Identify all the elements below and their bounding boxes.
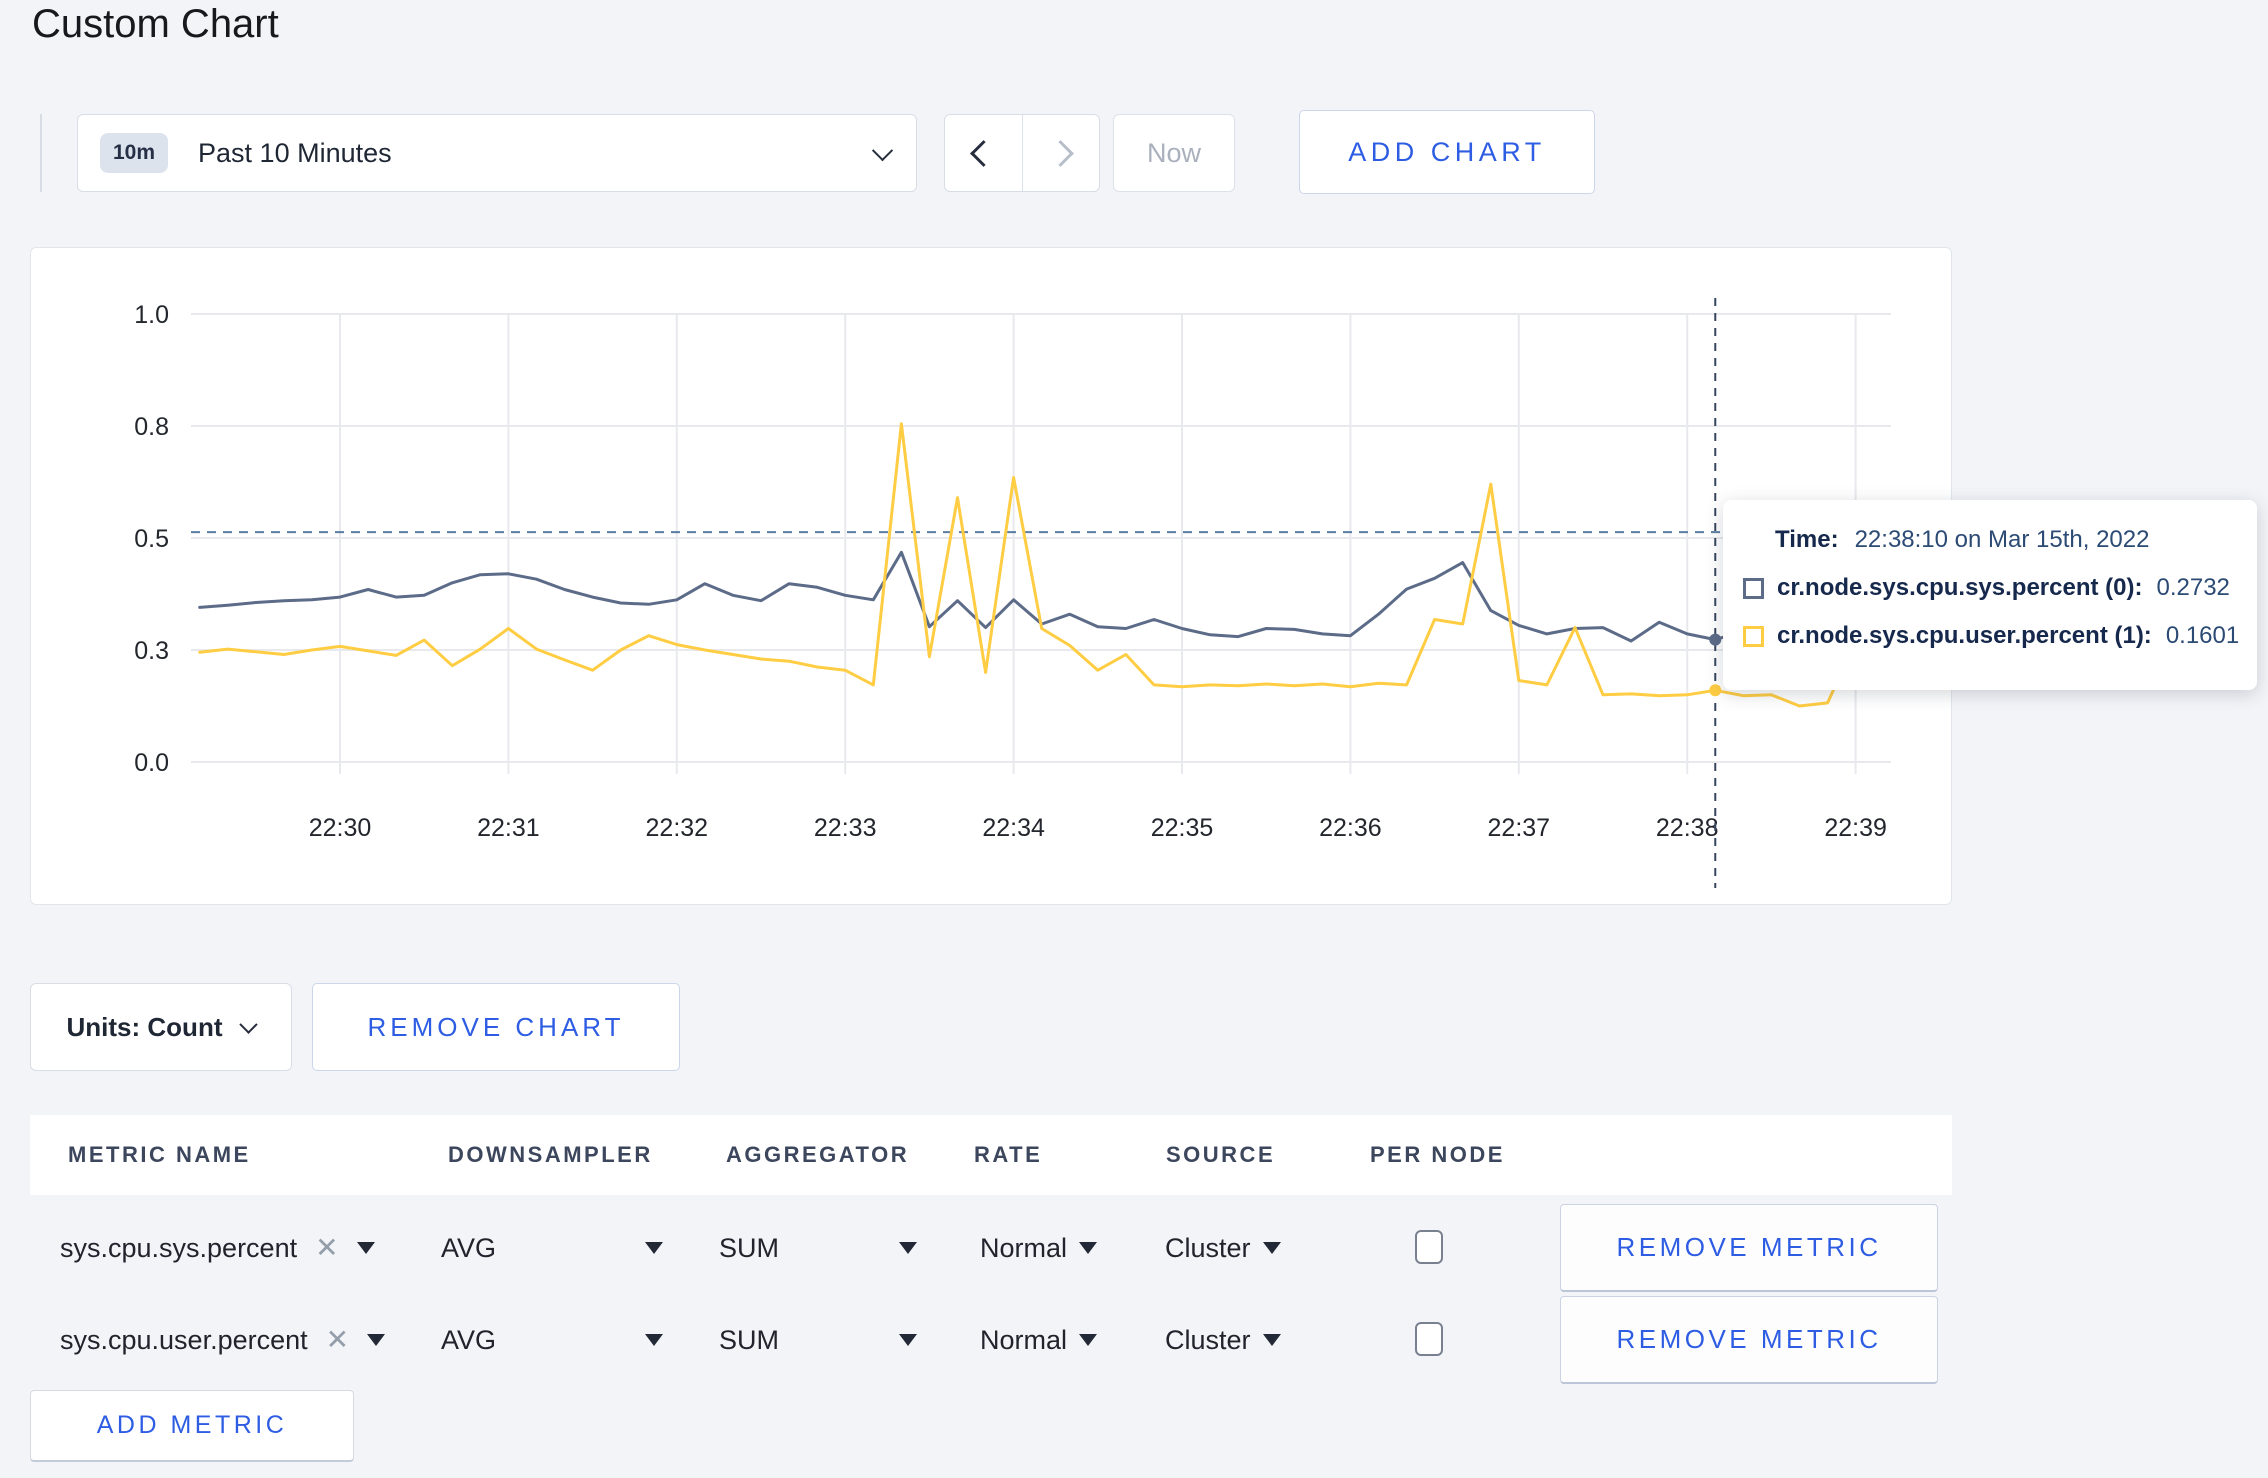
metric-name-value: sys.cpu.sys.percent: [60, 1232, 298, 1263]
column-header-rate: RATE: [974, 1142, 1043, 1167]
tooltip-series-row: cr.node.sys.cpu.sys.percent (0): 0.2732: [1743, 574, 2257, 602]
svg-text:22:38: 22:38: [1656, 814, 1719, 842]
caret-down-icon: [899, 1242, 917, 1254]
tooltip-series-row: cr.node.sys.cpu.user.percent (1): 0.1601: [1743, 622, 2257, 650]
caret-down-icon: [645, 1242, 663, 1254]
column-header-metric-name: METRIC NAME: [68, 1142, 251, 1167]
caret-down-icon: [367, 1334, 386, 1346]
per-node-checkbox[interactable]: [1415, 1230, 1443, 1264]
svg-text:0.8: 0.8: [134, 413, 169, 441]
tooltip-series-value: 0.1601: [2165, 622, 2240, 649]
per-node-checkbox[interactable]: [1415, 1322, 1443, 1356]
downsampler-value: AVG: [441, 1232, 497, 1263]
source-value: Cluster: [1165, 1324, 1251, 1355]
remove-chart-button[interactable]: REMOVE CHART: [312, 983, 680, 1071]
time-range-label: Past 10 Minutes: [198, 137, 392, 168]
aggregator-value: SUM: [719, 1324, 779, 1355]
metric-name-select[interactable]: sys.cpu.user.percent ✕: [60, 1296, 386, 1384]
metrics-chart[interactable]: 0.0 0.3 0.5 0.8 1.0 22:30 22:31 22:32 22:33 22:34…: [31, 248, 1951, 904]
svg-text:22:31: 22:31: [477, 814, 540, 842]
caret-down-icon: [645, 1334, 663, 1346]
metric-row: sys.cpu.user.percent ✕ AVG SUM Normal Cl…: [30, 1296, 1952, 1384]
svg-text:22:30: 22:30: [309, 814, 372, 842]
rate-value: Normal: [980, 1232, 1068, 1263]
column-header-aggregator: AGGREGATOR: [726, 1142, 910, 1167]
time-range-badge: 10m: [100, 133, 169, 173]
next-time-button[interactable]: [1021, 115, 1100, 191]
svg-text:22:36: 22:36: [1319, 814, 1382, 842]
chevron-right-icon: [1047, 139, 1075, 167]
chevron-left-icon: [969, 139, 997, 167]
aggregator-select[interactable]: SUM: [719, 1296, 917, 1384]
toolbar-divider: [40, 114, 42, 192]
svg-text:22:37: 22:37: [1488, 814, 1551, 842]
units-label: Units: Count: [66, 1011, 223, 1042]
source-select[interactable]: Cluster: [1165, 1296, 1281, 1384]
svg-text:22:35: 22:35: [1151, 814, 1214, 842]
remove-metric-button[interactable]: REMOVE METRIC: [1560, 1204, 1938, 1292]
add-chart-button[interactable]: ADD CHART: [1299, 110, 1595, 194]
now-button[interactable]: Now: [1113, 114, 1235, 192]
tooltip-time-value: 22:38:10 on Mar 15th, 2022: [1854, 526, 2150, 553]
aggregator-value: SUM: [719, 1232, 779, 1263]
svg-text:22:39: 22:39: [1824, 814, 1887, 842]
tooltip-series-label: cr.node.sys.cpu.user.percent (1):: [1777, 622, 2152, 649]
caret-down-icon: [1262, 1334, 1281, 1346]
chart-tooltip: Time: 22:38:10 on Mar 15th, 2022 cr.node.…: [1723, 500, 2257, 690]
tooltip-series-label: cr.node.sys.cpu.sys.percent (0):: [1777, 574, 2143, 601]
rate-value: Normal: [980, 1324, 1068, 1355]
chevron-down-icon: [239, 1014, 259, 1034]
clear-metric-icon[interactable]: ✕: [325, 1324, 350, 1355]
caret-down-icon: [899, 1334, 917, 1346]
tooltip-series-value: 0.2732: [2156, 574, 2230, 601]
metric-name-select[interactable]: sys.cpu.sys.percent ✕: [60, 1204, 375, 1292]
svg-text:0.5: 0.5: [134, 525, 169, 553]
downsampler-select[interactable]: AVG: [441, 1296, 663, 1384]
time-pager: [944, 114, 1100, 192]
rate-select[interactable]: Normal: [980, 1296, 1098, 1384]
caret-down-icon: [1079, 1242, 1098, 1254]
metric-row: sys.cpu.sys.percent ✕ AVG SUM Normal Clu…: [30, 1204, 1952, 1292]
series-swatch-icon: [1743, 577, 1764, 599]
chevron-down-icon: [871, 139, 894, 161]
column-header-source: SOURCE: [1166, 1142, 1276, 1167]
svg-text:1.0: 1.0: [134, 301, 169, 329]
caret-down-icon: [1262, 1242, 1281, 1254]
tooltip-time-label: Time:: [1775, 526, 1839, 553]
aggregator-select[interactable]: SUM: [719, 1204, 917, 1292]
time-range-dropdown[interactable]: 10m Past 10 Minutes: [77, 114, 917, 192]
column-header-downsampler: DOWNSAMPLER: [448, 1142, 653, 1167]
clear-metric-icon[interactable]: ✕: [315, 1232, 339, 1263]
svg-text:22:34: 22:34: [982, 814, 1045, 842]
source-select[interactable]: Cluster: [1165, 1204, 1281, 1292]
chart-panel: 0.0 0.3 0.5 0.8 1.0 22:30 22:31 22:32 22:33 22:34…: [30, 247, 1952, 905]
metric-name-value: sys.cpu.user.percent: [60, 1324, 308, 1355]
tooltip-time: Time: 22:38:10 on Mar 15th, 2022: [1775, 526, 2257, 554]
prev-time-button[interactable]: [945, 115, 1022, 191]
column-header-per-node: PER NODE: [1370, 1142, 1505, 1167]
downsampler-value: AVG: [441, 1324, 497, 1355]
rate-select[interactable]: Normal: [980, 1204, 1098, 1292]
metrics-table-header: METRIC NAME DOWNSAMPLER AGGREGATOR RATE …: [30, 1115, 1952, 1195]
series-swatch-icon: [1743, 625, 1764, 647]
svg-text:22:32: 22:32: [646, 814, 709, 842]
svg-text:0.3: 0.3: [134, 637, 169, 665]
remove-metric-button[interactable]: REMOVE METRIC: [1560, 1296, 1938, 1384]
svg-text:22:33: 22:33: [814, 814, 877, 842]
svg-text:0.0: 0.0: [134, 749, 169, 777]
add-metric-button[interactable]: ADD METRIC: [30, 1390, 354, 1462]
source-value: Cluster: [1165, 1232, 1251, 1263]
caret-down-icon: [356, 1242, 375, 1254]
page-title: Custom Chart: [32, 2, 279, 46]
units-dropdown[interactable]: Units: Count: [30, 983, 292, 1071]
caret-down-icon: [1079, 1334, 1098, 1346]
downsampler-select[interactable]: AVG: [441, 1204, 663, 1292]
